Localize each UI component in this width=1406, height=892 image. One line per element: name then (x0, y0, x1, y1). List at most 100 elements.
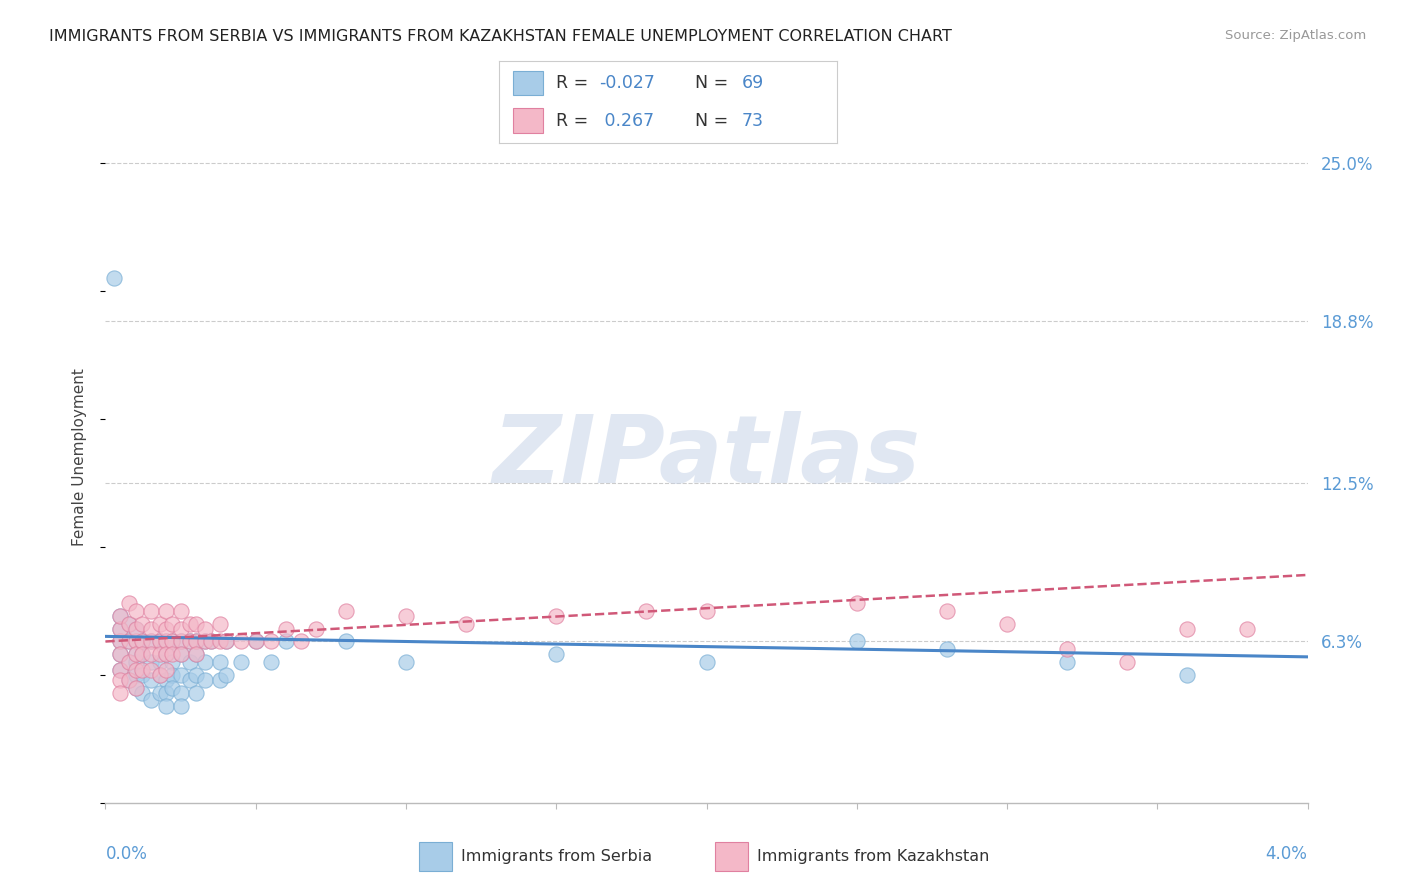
Point (845, 596, 868, 610)
Point (110, 648, 132, 662)
Point (131, 667, 153, 681)
Point (155, 648, 177, 662)
Point (546, 608, 568, 623)
Point (995, 616, 1018, 631)
Point (229, 634, 252, 648)
Point (110, 634, 132, 648)
Point (274, 634, 297, 648)
Point (148, 667, 170, 681)
Bar (513, 70, 543, 95)
Point (118, 673, 141, 687)
Point (124, 667, 146, 681)
Point (155, 663, 177, 677)
Point (118, 655, 141, 669)
Point (169, 604, 191, 618)
Point (214, 667, 236, 681)
Point (335, 634, 357, 648)
Point (124, 681, 146, 695)
Point (155, 673, 177, 687)
Point (169, 698, 191, 713)
Point (1175, 622, 1198, 636)
Text: N =: N = (695, 74, 734, 92)
Point (110, 608, 132, 623)
Text: 4.0%: 4.0% (1265, 845, 1308, 863)
Point (184, 667, 207, 681)
Point (169, 686, 191, 700)
Point (118, 634, 141, 648)
Point (124, 634, 146, 648)
Point (124, 648, 146, 662)
Point (179, 634, 201, 648)
Point (1175, 667, 1198, 681)
Point (131, 663, 153, 677)
Point (305, 622, 328, 636)
Point (160, 655, 183, 669)
Point (118, 634, 141, 648)
Point (179, 673, 201, 687)
Text: ZIPatlas: ZIPatlas (492, 411, 921, 503)
Point (148, 667, 170, 681)
Point (139, 673, 162, 687)
Point (936, 642, 959, 657)
Point (148, 616, 170, 631)
Text: R =: R = (557, 74, 595, 92)
Point (184, 634, 207, 648)
Point (1056, 655, 1078, 669)
Point (184, 648, 207, 662)
Point (184, 648, 207, 662)
Point (160, 667, 183, 681)
Point (395, 655, 418, 669)
Point (139, 622, 162, 636)
Point (139, 634, 162, 648)
Text: 73: 73 (742, 112, 763, 129)
Point (118, 596, 141, 610)
Point (184, 616, 207, 631)
Point (118, 616, 141, 631)
Point (179, 634, 201, 648)
Text: Immigrants from Kazakhstan: Immigrants from Kazakhstan (758, 849, 990, 864)
Point (131, 634, 153, 648)
Point (139, 693, 162, 707)
Point (169, 667, 191, 681)
Point (229, 655, 252, 669)
Point (131, 648, 153, 662)
Point (160, 681, 183, 695)
Point (110, 622, 132, 636)
Point (110, 608, 132, 623)
Point (245, 634, 267, 648)
Point (194, 622, 217, 636)
Point (179, 616, 201, 631)
Point (124, 681, 146, 695)
Point (194, 655, 217, 669)
Point (179, 655, 201, 669)
Text: R =: R = (557, 112, 595, 129)
Point (696, 655, 718, 669)
Point (200, 634, 222, 648)
Point (124, 655, 146, 669)
Point (636, 604, 658, 618)
Point (214, 634, 236, 648)
Point (160, 634, 183, 648)
Point (274, 622, 297, 636)
Point (124, 648, 146, 662)
Point (110, 648, 132, 662)
Text: Source: ZipAtlas.com: Source: ZipAtlas.com (1226, 29, 1367, 42)
Bar (716, 842, 748, 871)
Point (155, 634, 177, 648)
Point (118, 616, 141, 631)
Point (124, 622, 146, 636)
Point (139, 634, 162, 648)
Point (260, 634, 283, 648)
Point (208, 616, 231, 631)
Point (395, 608, 418, 623)
Point (208, 655, 231, 669)
Point (124, 622, 146, 636)
Text: N =: N = (695, 112, 734, 129)
Point (260, 655, 283, 669)
Point (155, 698, 177, 713)
Point (546, 648, 568, 662)
Point (936, 604, 959, 618)
Text: IMMIGRANTS FROM SERBIA VS IMMIGRANTS FROM KAZAKHSTAN FEMALE UNEMPLOYMENT CORRELA: IMMIGRANTS FROM SERBIA VS IMMIGRANTS FRO… (49, 29, 952, 44)
Text: 69: 69 (742, 74, 765, 92)
Point (454, 616, 477, 631)
